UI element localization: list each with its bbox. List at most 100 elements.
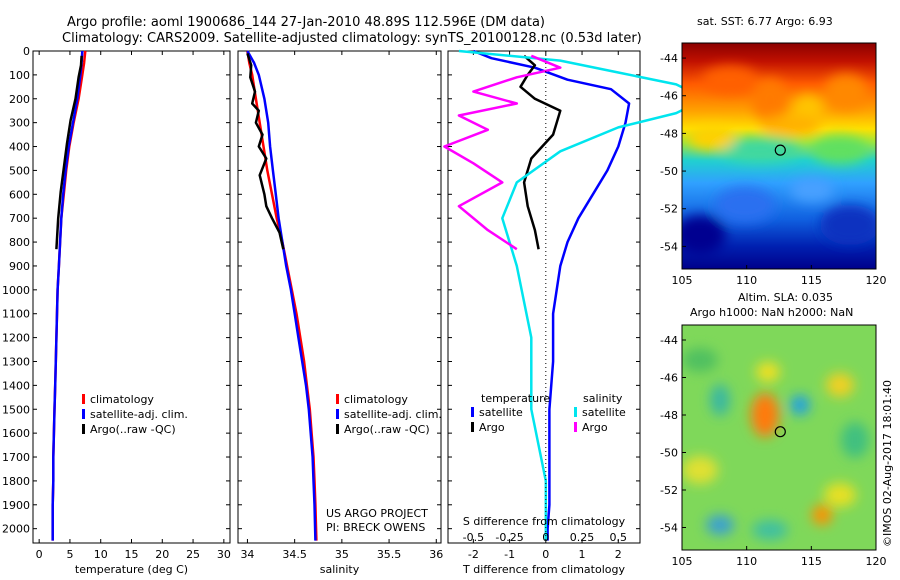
- y-tick-label: 500: [9, 164, 30, 177]
- x-tick-label: 15: [125, 548, 139, 561]
- diff-legend-t-satellite-swatch: [471, 407, 474, 417]
- y-tick-label: 900: [9, 260, 30, 273]
- temp-legend-1-swatch: [82, 409, 85, 419]
- x-tick-label: 0: [542, 548, 549, 561]
- x-tick-label: 34.5: [282, 548, 307, 561]
- y-tick-label: 200: [9, 93, 30, 106]
- project-label: US ARGO PROJECT: [326, 507, 428, 520]
- map-y-tick-label: -46: [660, 90, 678, 103]
- x-tick-label: 20: [155, 548, 169, 561]
- sal-legend-2-label: Argo(..raw -QC): [344, 423, 430, 436]
- x-tick-label: 35.5: [377, 548, 402, 561]
- diff-legend-salinity-header: salinity: [583, 392, 623, 405]
- sal-legend-0-label: climatology: [344, 393, 408, 406]
- map-y-tick-label: -54: [660, 522, 678, 535]
- header-line-2: Climatology: CARS2009. Satellite-adjuste…: [62, 31, 642, 46]
- map-x-tick-label: 120: [866, 274, 887, 287]
- sst-map-title: sat. SST: 6.77 Argo: 6.93: [697, 15, 833, 28]
- difference-profile-chart: -2 -1 0 1 2 T difference from climatology -0.5…: [443, 49, 707, 576]
- argo-position-marker: [774, 426, 786, 438]
- map-x-tick-label: 110: [736, 555, 757, 568]
- s-tick-label: 0.25: [570, 531, 595, 544]
- map-y-tick-label: -44: [660, 52, 678, 65]
- y-tick-label: 1700: [2, 451, 30, 464]
- map-x-tick-label: 115: [801, 555, 822, 568]
- map-x-tick-label: 115: [801, 274, 822, 287]
- diff-legend-s-argo-label: Argo: [582, 421, 608, 434]
- copyright-label: ©IMOS 02-Aug-2017 18:01:40: [881, 380, 894, 547]
- y-tick-label: 100: [9, 69, 30, 82]
- difference-frame: [447, 50, 641, 544]
- temperature-series-satellite-adj-clim-: [51, 50, 84, 541]
- difference-series-salinity-argo: [443, 54, 562, 251]
- map-y-tick-label: -44: [660, 334, 678, 347]
- y-tick-label: 1100: [2, 308, 30, 321]
- map-y-tick-label: -50: [660, 447, 678, 460]
- map-x-tick-label: 110: [736, 274, 757, 287]
- sal-legend-1-swatch: [336, 409, 339, 419]
- sal-legend-2-swatch: [336, 424, 339, 434]
- salinity-series-argo-raw-qc-: [246, 53, 285, 250]
- sal-legend-0-swatch: [336, 394, 339, 404]
- diff-legend-t-argo-label: Argo: [479, 421, 505, 434]
- y-tick-label: 700: [9, 212, 30, 225]
- temp-legend-0-label: climatology: [90, 393, 154, 406]
- temp-legend-2-label: Argo(..raw -QC): [90, 423, 176, 436]
- x-tick-label: -1: [504, 548, 515, 561]
- salinity-frame: [237, 50, 442, 544]
- x-tick-label: 10: [94, 548, 108, 561]
- y-tick-label: 1900: [2, 499, 30, 512]
- diff-legend-s-argo-swatch: [574, 422, 577, 432]
- s-tick-label: 0: [542, 531, 549, 544]
- y-tick-label: 400: [9, 141, 30, 154]
- salinity-xlabel: salinity: [320, 563, 360, 576]
- map-y-tick-label: -50: [660, 165, 678, 178]
- y-tick-label: 1800: [2, 475, 30, 488]
- temp-legend-0-swatch: [82, 394, 85, 404]
- map-x-tick-label: 120: [866, 555, 887, 568]
- map-x-tick-label: 105: [672, 555, 693, 568]
- sst-map-field: [682, 43, 876, 269]
- s-tick-label: 0.5: [610, 531, 628, 544]
- difference-xlabel: T difference from climatology: [462, 563, 625, 576]
- y-tick-label: 0: [23, 45, 30, 58]
- x-tick-label: 1: [579, 548, 586, 561]
- difference-series-temperature-satellite: [472, 49, 631, 541]
- y-tick-label: 1000: [2, 284, 30, 297]
- map-y-tick-label: -48: [660, 409, 678, 422]
- y-tick-label: 1600: [2, 427, 30, 440]
- map-y-tick-label: -48: [660, 127, 678, 140]
- difference-series-salinity-satellite: [458, 49, 707, 541]
- x-tick-label: 5: [66, 548, 73, 561]
- difference-series-temperature-argo: [519, 54, 562, 250]
- diff-legend-s-satellite-label: satellite: [582, 406, 626, 419]
- x-tick-label: 35: [335, 548, 349, 561]
- salinity-profile-chart: 34 34.5 35 35.5 36 salinity climatology satelli…: [237, 50, 443, 576]
- diff-legend-s-satellite-swatch: [574, 407, 577, 417]
- x-tick-label: 34: [240, 548, 254, 561]
- argo-position-marker: [774, 144, 786, 156]
- temp-legend-1-label: satellite-adj. clim.: [90, 408, 188, 421]
- diff-legend-temperature-header: temperature: [481, 392, 550, 405]
- y-tick-label: 1500: [2, 403, 30, 416]
- y-tick-label: 800: [9, 236, 30, 249]
- temperature-profile-chart: 0100200300400500600700800900100011001200…: [2, 45, 231, 576]
- temperature-series-argo-raw-qc-: [55, 55, 83, 250]
- y-tick-label: 1300: [2, 355, 30, 368]
- sla-map-title: Altim. SLA: 0.035: [738, 291, 833, 304]
- map-y-tick-label: -52: [660, 484, 678, 497]
- sla-map: Altim. SLA: 0.035 Argo h1000: NaN h2000:…: [660, 291, 894, 568]
- map-y-tick-label: -54: [660, 240, 678, 253]
- x-tick-label: 25: [186, 548, 200, 561]
- y-tick-label: 2000: [2, 523, 30, 536]
- y-tick-label: 300: [9, 117, 30, 130]
- sla-map-subtitle: Argo h1000: NaN h2000: NaN: [690, 306, 853, 319]
- map-x-tick-label: 105: [672, 274, 693, 287]
- sla-map-field: [682, 325, 876, 550]
- y-tick-label: 1400: [2, 379, 30, 392]
- temperature-frame: [32, 50, 231, 544]
- s-tick-label: -0.25: [495, 531, 523, 544]
- map-y-tick-label: -52: [660, 203, 678, 216]
- sst-map: sat. SST: 6.77 Argo: 6.93 105 110 115 120 -4…: [660, 15, 886, 287]
- salinity-series-satellite-adj-clim-: [246, 50, 317, 541]
